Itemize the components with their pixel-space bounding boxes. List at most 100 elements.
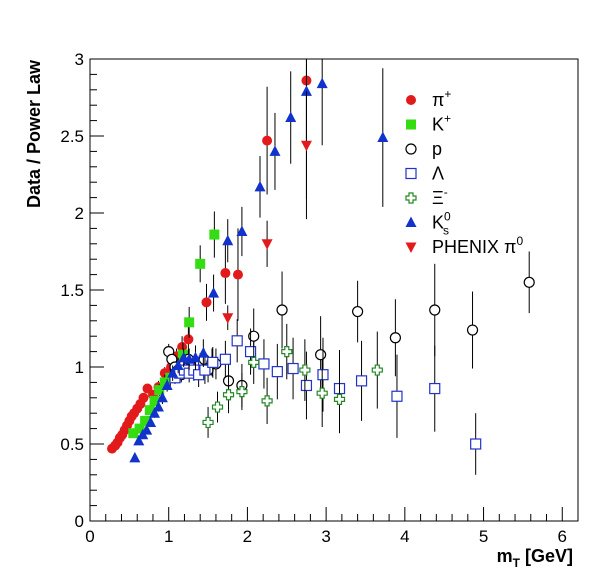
data-point — [177, 341, 188, 352]
data-point — [184, 317, 195, 328]
data-point — [201, 297, 212, 308]
x-axis-title: mT [GeV] — [497, 546, 573, 570]
x-tick-label: 1 — [164, 527, 173, 546]
series-k0s — [129, 59, 389, 463]
legend-label: PHENIX π0 — [432, 234, 523, 257]
data-point — [152, 401, 164, 412]
y-tick-label: 1 — [75, 358, 84, 377]
data-point — [208, 287, 220, 298]
data-point — [315, 349, 327, 361]
data-point — [300, 85, 312, 96]
x-tick-label: 3 — [321, 527, 330, 546]
data-point — [261, 239, 273, 250]
data-point — [199, 364, 211, 376]
data-point — [269, 145, 281, 156]
x-axis-ticks: 0 1 2 3 4 5 6 — [85, 507, 579, 546]
legend-label: K0 s — [432, 210, 451, 238]
legend-item: PHENIX π0 — [405, 234, 523, 257]
data-point — [211, 401, 224, 413]
y-tick-label: 2 — [75, 204, 84, 223]
y-axis-title: Data / Power Law — [24, 59, 44, 208]
data-point — [254, 180, 266, 192]
legend-marker — [406, 95, 416, 105]
data-point — [172, 359, 184, 370]
data-point — [231, 335, 243, 347]
data-point — [261, 395, 273, 407]
y-tick-label: 2.5 — [60, 127, 84, 146]
data-point — [333, 393, 346, 405]
y-tick-label: 3 — [75, 50, 84, 69]
data-point — [219, 353, 231, 365]
data-point — [220, 268, 231, 279]
data-point — [389, 332, 401, 344]
legend-item: p — [405, 139, 442, 159]
legend-marker — [405, 167, 417, 180]
series-xi-minus — [202, 323, 383, 438]
data-point — [207, 356, 219, 368]
data-point — [276, 304, 288, 316]
data-point — [128, 428, 139, 439]
data-point — [144, 405, 155, 416]
data-point — [316, 387, 328, 399]
series-pi-plus — [107, 59, 312, 454]
data-point — [134, 423, 145, 434]
data-point — [149, 407, 161, 418]
data-point — [154, 385, 165, 396]
data-point — [271, 366, 283, 378]
data-point — [523, 276, 535, 288]
legend-marker — [405, 216, 417, 227]
series-lambda — [169, 319, 482, 475]
data-point — [183, 334, 194, 345]
x-tick-label: 6 — [558, 527, 567, 546]
legend-item: K+ — [406, 112, 451, 135]
legend-label: p — [432, 139, 442, 159]
data-point — [470, 438, 482, 450]
data-point — [140, 415, 151, 426]
data-point — [281, 346, 293, 358]
data-point — [236, 386, 248, 398]
data-point — [248, 356, 260, 368]
data-point — [202, 416, 214, 429]
legend-label: π+ — [432, 87, 451, 110]
data-point — [258, 358, 270, 370]
data-layer — [107, 59, 535, 475]
x-axis-title-unit: [GeV] — [520, 546, 573, 566]
data-point — [300, 379, 313, 392]
data-point — [159, 377, 170, 388]
data-point — [236, 225, 248, 236]
data-point — [209, 229, 220, 240]
legend-marker — [405, 242, 417, 253]
y-tick-label: 0 — [75, 512, 84, 531]
legend-marker — [405, 192, 417, 204]
legend-marker — [406, 119, 416, 130]
x-tick-label: 2 — [243, 527, 252, 546]
data-point — [232, 269, 243, 280]
series-phenix-pi0 — [222, 91, 312, 331]
x-axis-title-main: m — [497, 546, 513, 566]
data-point — [429, 382, 441, 395]
legend-label: Λ — [432, 164, 444, 184]
data-point — [466, 324, 479, 336]
data-point — [317, 369, 329, 381]
data-point — [371, 364, 383, 376]
data-point — [222, 313, 234, 324]
data-point — [299, 364, 311, 376]
x-tick-label: 5 — [479, 527, 488, 546]
data-point — [300, 140, 312, 152]
y-axis-ticks: 0 0.5 1 1.5 2 2.5 3 — [60, 50, 104, 531]
data-point — [138, 392, 149, 403]
x-axis-title-subscript: T — [513, 556, 521, 570]
data-point — [391, 390, 403, 402]
data-point — [133, 434, 145, 446]
legend-item: K0 s — [405, 210, 451, 238]
data-point — [149, 395, 160, 406]
data-point — [195, 258, 206, 269]
data-point — [352, 305, 364, 318]
data-point — [156, 391, 168, 403]
data-point — [167, 367, 179, 378]
data-point — [355, 375, 368, 387]
data-point — [222, 389, 235, 401]
legend-label: Ξ- — [432, 185, 448, 208]
